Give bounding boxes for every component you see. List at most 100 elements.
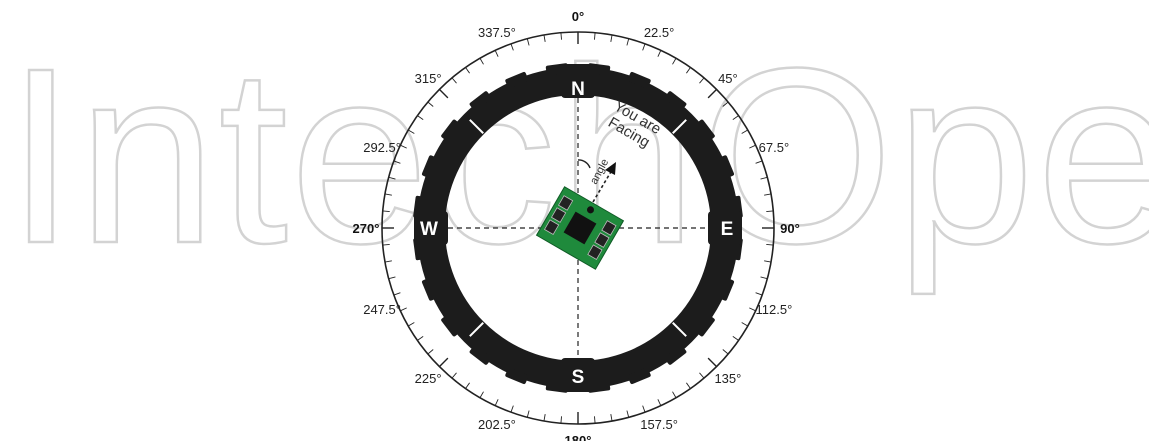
degree-tick	[766, 244, 774, 246]
degree-tick	[408, 129, 415, 134]
cardinal-north: N	[571, 79, 585, 100]
cardinal-south: S	[572, 367, 585, 388]
degree-tick	[626, 38, 630, 46]
degree-tick	[400, 144, 407, 149]
degree-tick	[741, 129, 748, 134]
angle-arc	[577, 159, 591, 169]
degree-tick	[732, 336, 739, 341]
degree-tick	[393, 160, 401, 164]
degree-tick	[560, 32, 562, 40]
degree-tick	[732, 115, 739, 120]
degree-tick	[393, 292, 401, 296]
degree-tick	[657, 50, 662, 57]
degree-tick	[594, 416, 596, 424]
bezel-diagonal-mark	[469, 322, 484, 337]
bezel-marks	[469, 119, 687, 337]
degree-tick	[543, 414, 546, 422]
degree-tick	[526, 38, 530, 46]
degree-label: 157.5°	[640, 417, 678, 432]
degree-tick	[494, 399, 499, 406]
bezel-bump	[695, 314, 715, 337]
degree-tick	[760, 176, 768, 180]
degree-tick	[626, 410, 630, 418]
bezel-bump	[717, 155, 735, 179]
bezel-bump	[441, 119, 461, 142]
bezel-cardinal-block	[561, 358, 595, 392]
bezel-bump	[469, 91, 492, 111]
degree-tick	[764, 193, 772, 196]
degree-tick	[657, 399, 662, 406]
degree-tick	[749, 307, 756, 312]
degree-label: 135°	[714, 371, 741, 386]
board-pad	[601, 220, 617, 236]
degree-label: 337.5°	[478, 25, 516, 40]
degree-tick	[642, 43, 646, 51]
degree-tick	[560, 416, 562, 424]
bezel-bump	[505, 367, 529, 385]
board-pad	[594, 232, 610, 248]
degree-tick	[722, 349, 729, 355]
sensor-board	[535, 186, 625, 270]
degree-tick	[417, 336, 424, 341]
degree-label: 67.5°	[759, 140, 790, 155]
degree-tick	[427, 101, 434, 107]
cardinal-east: E	[721, 219, 734, 240]
bezel-bump	[505, 71, 529, 89]
bezel-bump	[441, 314, 461, 337]
bezel-bump	[717, 277, 735, 301]
degree-tick	[755, 160, 763, 164]
degree-tick	[384, 193, 392, 196]
degree-tick	[707, 88, 718, 99]
board-pad	[543, 219, 560, 236]
bezel-cardinal-block	[708, 211, 742, 245]
compass-bezel-ring	[413, 63, 743, 393]
degree-tick	[388, 276, 396, 280]
degree-tick	[382, 244, 390, 246]
degree-tick	[384, 260, 392, 263]
board-marker	[587, 206, 594, 214]
bezel-bump	[664, 345, 687, 365]
degree-tick	[510, 43, 514, 51]
degree-label: 0°	[572, 9, 584, 24]
degree-tick	[479, 58, 484, 65]
bezel-bump	[695, 119, 715, 142]
degree-tick	[388, 176, 396, 180]
degree-label: 270°	[353, 221, 380, 236]
board-chip	[563, 211, 597, 245]
board-pad	[557, 195, 574, 211]
degree-tick	[610, 414, 613, 422]
degree-tick	[722, 101, 729, 107]
degree-labels: 0° 22.5° 45° 67.5° 90° 112.5° 135° 157.5° 180° 20…	[353, 9, 800, 441]
degree-tick	[543, 34, 546, 42]
degree-tick	[382, 210, 390, 212]
degree-label: 292.5°	[363, 140, 401, 155]
degree-tick	[610, 34, 613, 42]
degree-tick	[760, 276, 768, 280]
degree-label: 112.5°	[756, 302, 793, 317]
degree-tick	[451, 77, 457, 84]
degree-tick	[749, 144, 756, 149]
degree-label: 22.5°	[644, 25, 675, 40]
degree-tick	[494, 50, 499, 57]
degree-tick	[686, 382, 691, 389]
degree-tick	[672, 391, 677, 398]
bezel-bump	[627, 367, 651, 385]
bezel-bump	[627, 71, 651, 89]
bezel-diagonal-mark	[672, 119, 687, 134]
degree-tick	[417, 115, 424, 120]
degree-tick	[479, 391, 484, 398]
degree-tick	[465, 382, 470, 389]
bezel-diagonal-mark	[672, 322, 687, 337]
degree-tick	[465, 67, 470, 74]
degree-tick	[526, 410, 530, 418]
degree-tick	[427, 349, 434, 355]
bezel-bump	[469, 345, 492, 365]
degree-tick	[707, 357, 718, 368]
degree-tick	[686, 67, 691, 74]
degree-tick	[408, 322, 415, 327]
degree-tick	[766, 210, 774, 212]
degree-tick	[764, 260, 772, 263]
bezel-diagonal-mark	[469, 119, 484, 134]
cardinal-west: W	[420, 219, 438, 240]
